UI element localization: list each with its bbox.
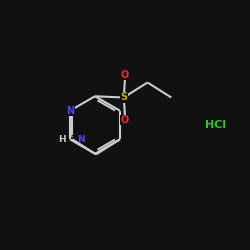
Text: S: S: [120, 92, 127, 102]
Text: HCl: HCl: [205, 120, 226, 130]
Text: N: N: [77, 135, 84, 144]
Text: N: N: [66, 106, 74, 116]
Text: O: O: [121, 115, 129, 125]
Text: H: H: [58, 135, 66, 144]
Text: 2: 2: [69, 133, 73, 138]
Text: O: O: [121, 70, 129, 80]
